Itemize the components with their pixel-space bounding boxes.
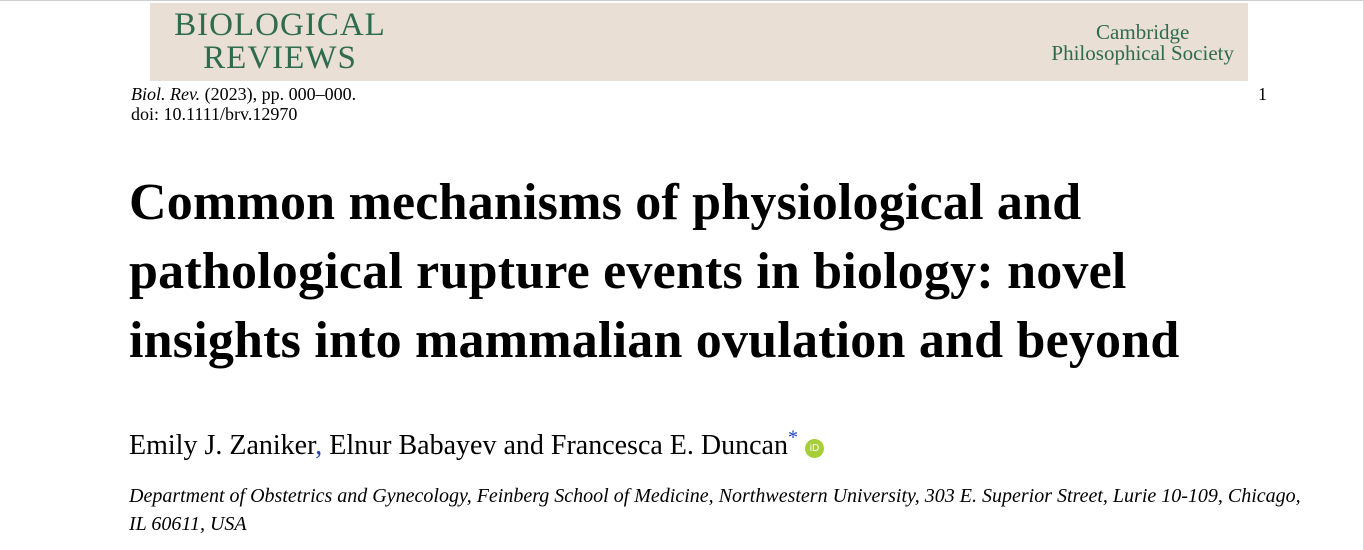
journal-name-line-2: REVIEWS <box>203 40 357 76</box>
society-name-line-1: Cambridge <box>1096 20 1190 44</box>
society-logo: Cambridge Philosophical Society <box>1051 22 1234 64</box>
author-name-zaniker: Emily J. Zaniker <box>129 430 316 461</box>
doi-link[interactable]: doi: 10.1111/brv.12970 <box>131 104 298 124</box>
citation-block: Biol. Rev. (2023), pp. 000–000. doi: 10.… <box>131 84 356 124</box>
orcid-icon[interactable]: iD <box>805 439 824 458</box>
affiliation-line-1: Department of Obstetrics and Gynecology,… <box>129 485 1301 507</box>
society-name-line-2: Philosophical Society <box>1051 41 1234 65</box>
corresponding-author-link[interactable]: * <box>788 426 798 449</box>
author-list: Emily J. Zaniker, Elnur Babayev and Fran… <box>129 426 824 463</box>
citation-details: (2023), pp. 000–000. <box>200 84 357 104</box>
author-names-rest: Elnur Babayev and Francesca E. Duncan <box>322 430 788 461</box>
page-top-edge <box>0 0 1364 1</box>
journal-logo: BIOLOGICAL REVIEWS <box>164 9 396 75</box>
title-line-1: Common mechanisms of physiological and <box>129 174 1082 231</box>
affiliation: Department of Obstetrics and Gynecology,… <box>129 482 1301 538</box>
title-line-2: pathological rupture events in biology: … <box>129 243 1127 300</box>
journal-banner: BIOLOGICAL REVIEWS Cambridge Philosophic… <box>150 3 1248 81</box>
title-line-3: insights into mammalian ovulation and be… <box>129 312 1180 369</box>
article-title: Common mechanisms of physiological and p… <box>129 168 1309 375</box>
affiliation-line-2: IL 60611, USA <box>129 513 247 535</box>
page-number: 1 <box>1258 84 1267 104</box>
citation-line: Biol. Rev. (2023), pp. 000–000. <box>131 84 356 104</box>
citation-journal: Biol. Rev. <box>131 84 201 104</box>
journal-name-line-1: BIOLOGICAL <box>174 7 386 43</box>
author-link-comma[interactable]: , <box>315 430 323 461</box>
